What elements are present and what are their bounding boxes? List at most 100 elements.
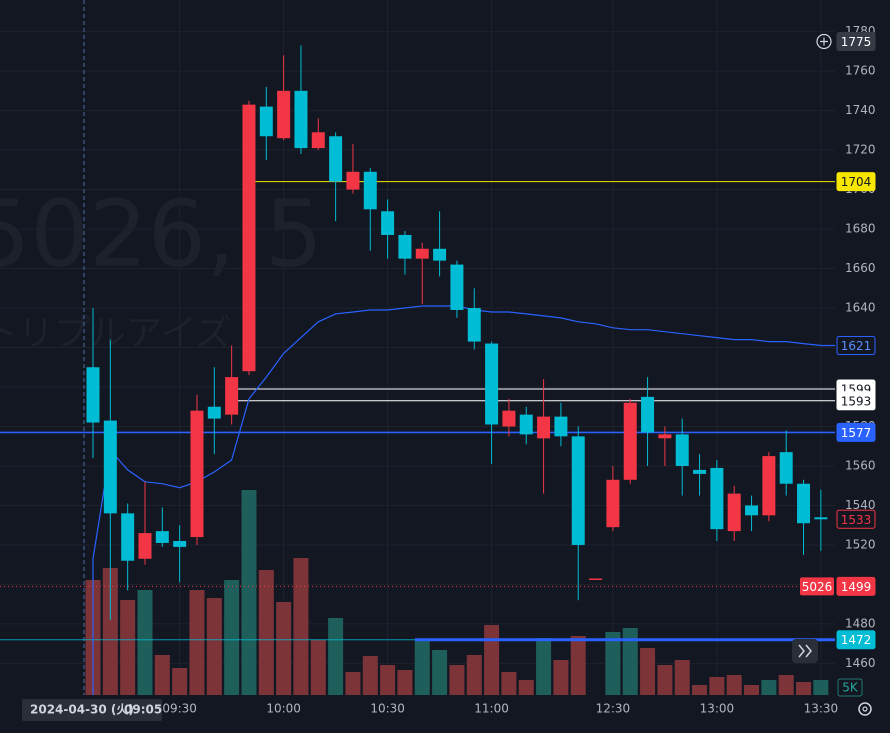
price-line-label-box <box>836 576 876 596</box>
scroll-button[interactable] <box>792 639 818 663</box>
volume-bar <box>397 670 413 695</box>
candle-body <box>710 467 724 530</box>
price-line-label: 1577 <box>841 426 872 440</box>
candle-body <box>519 414 533 435</box>
symbol-label: 5026 <box>802 580 833 594</box>
price-line-label: 1704 <box>841 175 872 189</box>
x-tick-label: 13:30 <box>804 702 839 716</box>
volume-bar <box>778 675 794 695</box>
candle-body <box>745 505 759 516</box>
price-line-label-box <box>836 630 876 650</box>
volume-bar <box>345 672 361 695</box>
volume-bar <box>726 675 742 695</box>
candle-body <box>554 416 568 437</box>
candle-body <box>155 531 169 543</box>
vwap-label: 1621 <box>841 339 872 353</box>
last-price-label-box <box>836 509 876 529</box>
volume-bar <box>241 490 257 695</box>
price-line-label-box <box>836 391 876 411</box>
volume-bar <box>674 660 690 695</box>
y-tick-label: 1520 <box>845 537 876 551</box>
volume-bar <box>622 628 638 695</box>
volume-bar <box>189 590 205 695</box>
x-tick-label: 10:30 <box>370 702 405 716</box>
candle-body <box>450 264 464 310</box>
crosshair-time: 09:05 <box>124 703 162 717</box>
volume-bar <box>276 602 292 695</box>
volume-bar <box>536 638 552 695</box>
add-button[interactable] <box>816 33 832 50</box>
volume-bar <box>432 650 448 695</box>
candle-body <box>589 578 603 581</box>
x-tick-label: 12:30 <box>596 702 631 716</box>
y-tick-label: 1760 <box>845 64 876 78</box>
volume-bar <box>796 682 812 695</box>
y-tick-label: 1740 <box>845 103 876 117</box>
volume-bar <box>328 618 344 695</box>
candle-body <box>346 171 360 190</box>
y-tick-label: 1480 <box>845 616 876 630</box>
grid <box>0 0 835 695</box>
candle-body <box>727 493 741 532</box>
volume-scale-box <box>837 678 863 697</box>
volume-bar <box>709 677 725 695</box>
candle-body <box>693 469 707 474</box>
candle-body <box>398 234 412 259</box>
volume-bar <box>640 648 656 695</box>
volume-bar <box>310 640 326 695</box>
volume-bar <box>293 558 309 695</box>
vwap-label-box <box>836 336 876 356</box>
y-tick-label: 1640 <box>845 301 876 315</box>
settings-button[interactable] <box>858 702 872 716</box>
candle-body <box>571 436 585 545</box>
volume-bar <box>605 632 621 695</box>
candle-body <box>641 396 655 433</box>
y-tick-label: 1680 <box>845 222 876 236</box>
volume-pane <box>85 490 829 695</box>
price-line-label-box <box>836 172 876 192</box>
volume-bar <box>172 668 188 695</box>
volume-bar <box>570 636 586 695</box>
candle-body <box>606 479 620 528</box>
candle-body <box>675 434 689 466</box>
candle-body <box>277 90 291 139</box>
volume-bar <box>466 655 482 695</box>
volume-bar <box>657 665 673 695</box>
crosshair-price-label: 1775 <box>841 35 872 49</box>
candle-body <box>381 211 395 235</box>
candle-body <box>138 533 152 559</box>
add-icon <box>820 37 828 46</box>
candle-body <box>103 420 117 514</box>
candle-body <box>363 171 377 210</box>
watermark-name: トリプルアイズ <box>0 313 231 354</box>
volume-bar <box>206 598 222 695</box>
candles <box>86 45 828 620</box>
candle-body <box>415 248 429 259</box>
volume-scale-label: 5K <box>842 681 859 695</box>
candle-body <box>329 136 343 182</box>
last-price-label: 1533 <box>841 513 872 527</box>
volume-bar <box>120 600 136 695</box>
volume-bar <box>518 680 534 695</box>
volume-bar <box>761 680 777 695</box>
candle-body <box>537 416 551 439</box>
crosshair-time-box <box>22 699 162 721</box>
price-line-label: 1472 <box>841 633 872 647</box>
volume-bar <box>137 590 153 695</box>
x-tick-label: 11:00 <box>474 702 509 716</box>
candle-body <box>502 410 516 427</box>
candle-body <box>294 90 308 149</box>
candle-body <box>467 308 481 342</box>
volume-bar <box>449 665 465 695</box>
volume-bar <box>414 640 430 695</box>
y-tick-label: 1660 <box>845 261 876 275</box>
candle-body <box>814 517 828 520</box>
candle-body <box>207 406 221 419</box>
candle-body <box>173 540 187 547</box>
candle-body <box>311 132 325 149</box>
volume-bar <box>813 680 829 695</box>
volume-bar <box>102 568 118 695</box>
crosshair-date: 2024-04-30 (火) <box>30 703 134 717</box>
